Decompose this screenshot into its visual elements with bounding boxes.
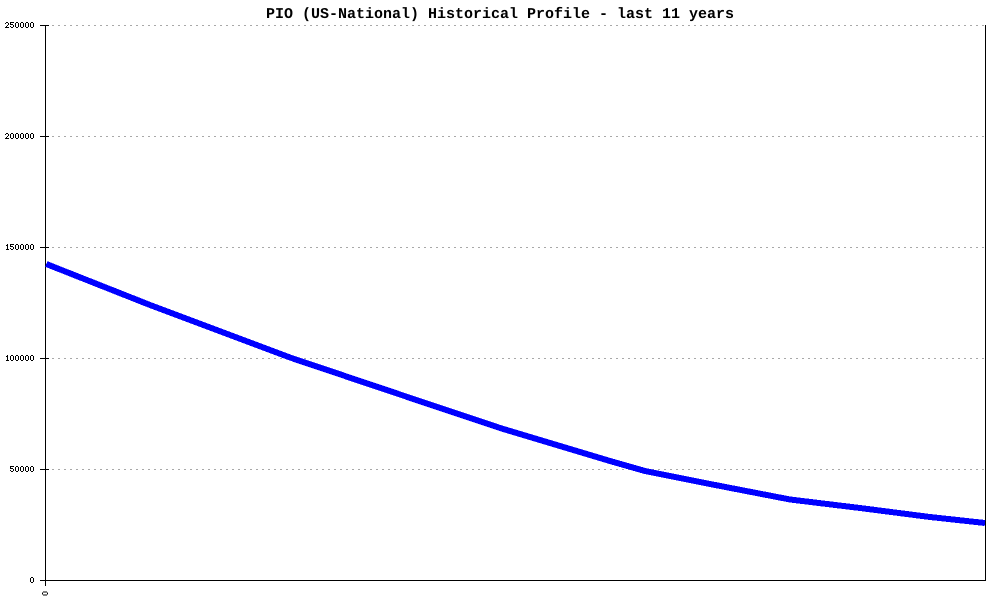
svg-text:PIO (US-National) Historical P: PIO (US-National) Historical Profile - l… <box>266 6 734 23</box>
